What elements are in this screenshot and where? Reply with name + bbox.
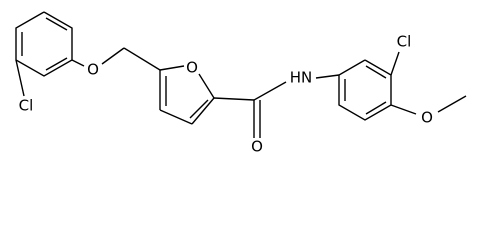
bond [315,74,340,79]
bond [365,65,387,79]
bond [101,47,125,65]
atom-label: HN [290,69,313,87]
atom-label: O [421,109,433,127]
atom-label: O [186,59,198,77]
bond [365,101,387,115]
bond [338,59,392,121]
bond [15,11,73,77]
bond [253,81,287,101]
bonds [15,11,467,138]
bond [45,17,68,31]
atom-label: O [251,138,263,156]
bond [159,65,185,71]
bond [45,57,68,71]
atom-label: Cl [397,33,412,51]
bond [213,97,255,101]
bond [390,104,417,115]
bond [123,47,161,71]
bond [15,59,25,97]
bond [198,73,215,99]
molecule-diagram: Cl O O HN Cl O O [15,11,467,156]
bond [71,59,85,67]
bond [159,109,193,125]
bond [437,95,467,113]
bond [189,99,209,119]
atom-label: O [87,61,99,79]
atom-label: Cl [19,97,34,115]
bond [191,97,215,125]
bond [390,51,400,76]
